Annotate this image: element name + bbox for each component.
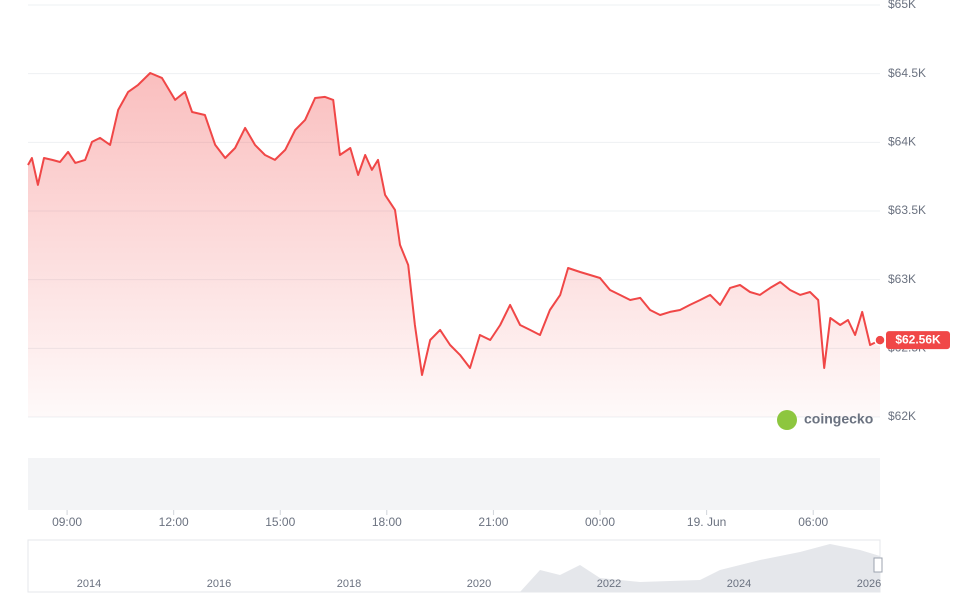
y-tick-label: $62K xyxy=(888,409,916,423)
x-tick-label: 00:00 xyxy=(585,515,615,529)
x-tick-label: 12:00 xyxy=(159,515,189,529)
navigator-handle[interactable] xyxy=(873,557,883,573)
navigator-label: 2018 xyxy=(337,578,361,590)
y-tick-label: $65K xyxy=(888,0,916,11)
volume-band xyxy=(28,458,880,510)
current-dot xyxy=(874,334,886,346)
x-tick-label: 15:00 xyxy=(265,515,295,529)
price-line xyxy=(27,72,881,376)
navigator-label: 2020 xyxy=(467,578,491,590)
x-tick-label: 21:00 xyxy=(478,515,508,529)
current-label-box xyxy=(886,331,950,350)
watermark: coingecko xyxy=(804,411,873,427)
navigator-history xyxy=(520,544,880,592)
logo xyxy=(777,410,797,430)
current-label: $62.56K xyxy=(895,332,941,346)
area xyxy=(28,73,880,417)
x-tick-label: 19. Jun xyxy=(687,515,726,529)
x-tick-label: 09:00 xyxy=(52,515,82,529)
navigator-label: 2026 xyxy=(857,578,881,590)
y-tick-label: $64.5K xyxy=(888,66,926,80)
navigator-label: 2022 xyxy=(597,578,621,590)
x-tick-label: 18:00 xyxy=(372,515,402,529)
y-tick-label: $64K xyxy=(888,135,916,149)
x-tick-label: 06:00 xyxy=(798,515,828,529)
navigator-label: 2014 xyxy=(77,578,101,590)
navigator-label: 2024 xyxy=(727,578,751,590)
y-tick-label: $63.5K xyxy=(888,203,926,217)
y-tick-label: $63K xyxy=(888,272,916,286)
navigator-label: 2016 xyxy=(207,578,231,590)
